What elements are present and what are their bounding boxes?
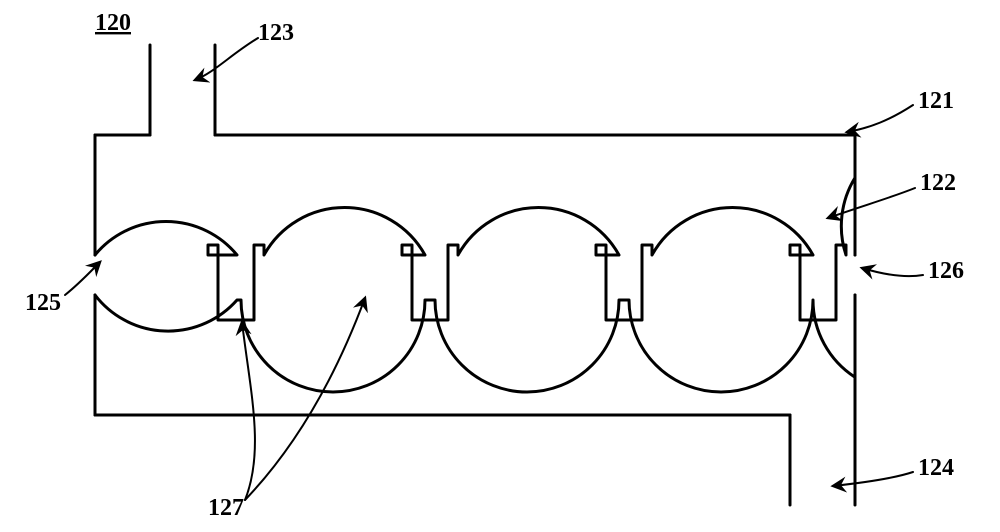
leader-l127b [242,322,255,500]
label-121: 121 [918,88,954,114]
leader-l125 [65,262,100,295]
label-126: 126 [928,258,964,284]
leader-l127a [245,298,365,500]
label-123: 123 [258,20,294,46]
leader-l122 [828,188,915,218]
leader-l124 [833,472,913,486]
patent-figure: 120 123 121 122 126 125 124 127 [0,0,1000,532]
label-125: 125 [25,290,61,316]
label-122: 122 [920,170,956,196]
label-124: 124 [918,455,954,481]
leader-l126 [862,268,923,276]
leader-l123 [195,38,258,80]
leader-l121 [847,105,913,132]
ref-120: 120 [95,10,131,36]
label-127: 127 [208,495,244,521]
